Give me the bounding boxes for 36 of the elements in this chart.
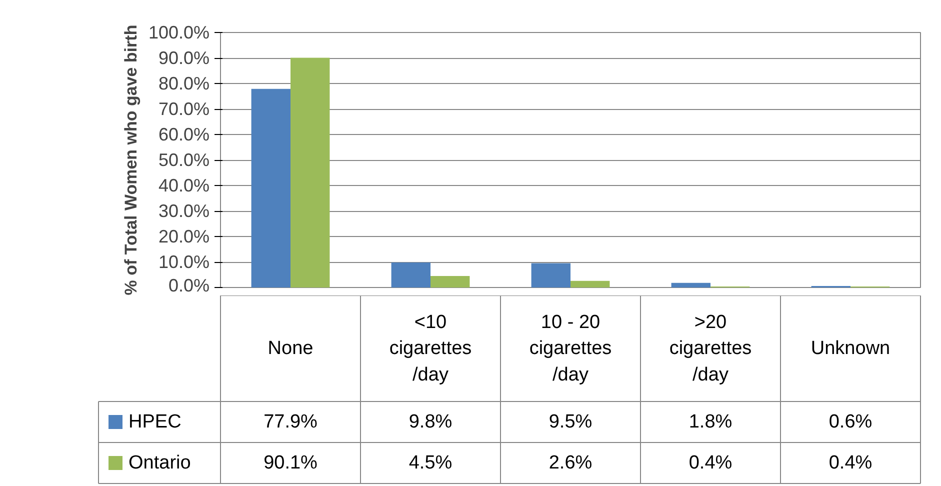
data-label: 4.5% (408, 452, 452, 474)
bar (671, 282, 710, 288)
bar (531, 263, 570, 288)
data-label: 0.4% (828, 452, 872, 474)
y-tick-label: 40.0% (158, 176, 210, 196)
legend-label: Ontario (128, 452, 191, 474)
bar (251, 88, 290, 288)
y-tick-label: 90.0% (158, 48, 210, 68)
data-label: 1.8% (688, 412, 732, 432)
y-axis-title: % of Total Women who gave birth (121, 24, 140, 296)
y-tick-label: 50.0% (158, 150, 210, 170)
y-tick-label: 80.0% (158, 74, 210, 94)
bar (570, 280, 610, 288)
data-label: 2.6% (548, 452, 592, 474)
y-tick-label: 70.0% (158, 99, 210, 119)
y-tick-label: 100.0% (148, 22, 210, 42)
data-label: 0.4% (688, 452, 732, 474)
bar (391, 262, 430, 288)
data-label: 0.6% (828, 412, 872, 432)
bar (290, 58, 330, 288)
y-tick-label: 60.0% (158, 124, 210, 144)
x-tick-label: None (268, 338, 314, 359)
bar (430, 276, 470, 288)
y-tick-label: 30.0% (158, 201, 210, 221)
legend-label: HPEC (128, 412, 182, 432)
data-label: 90.1% (264, 452, 318, 474)
data-label: 9.5% (548, 412, 592, 432)
data-label: 9.8% (408, 412, 452, 432)
x-tick-label: >20 cigarettes /day (669, 312, 752, 386)
data-label: 77.9% (264, 412, 318, 432)
x-tick-label: Unknown (810, 338, 890, 359)
x-tick-label: <10 cigarettes /day (389, 312, 472, 386)
y-tick-label: 10.0% (158, 252, 210, 272)
y-tick-label: 0.0% (168, 276, 210, 296)
y-tick-label: 20.0% (158, 226, 210, 246)
x-tick-label: 10 - 20 cigarettes /day (529, 312, 612, 386)
